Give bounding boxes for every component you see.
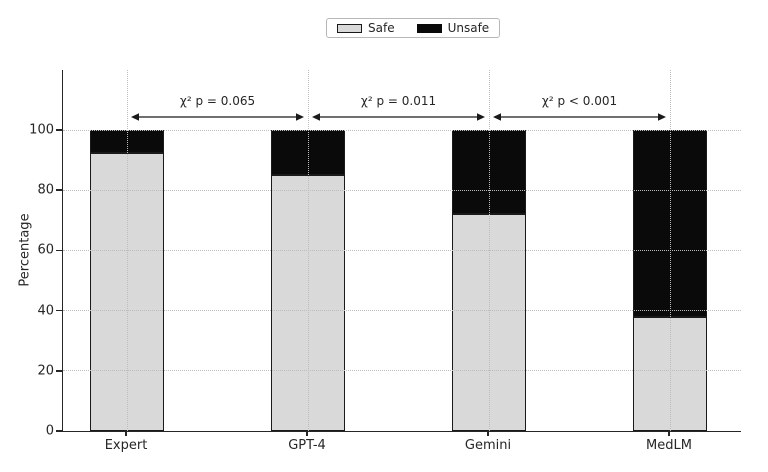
x-tick-mark: [306, 431, 308, 436]
bar-expert: [90, 130, 164, 431]
double-arrow-icon: [131, 113, 304, 121]
bar-segment-unsafe: [452, 130, 526, 215]
legend-item-unsafe: Unsafe: [416, 21, 490, 35]
x-tick-label-expert: Expert: [104, 438, 148, 453]
legend-label-safe: Safe: [368, 21, 395, 35]
bar-segment-unsafe: [271, 130, 345, 176]
y-tick-mark: [56, 309, 62, 312]
bar-segment-unsafe: [633, 130, 707, 317]
legend-item-safe: Safe: [337, 22, 395, 34]
double-arrow-icon: [312, 113, 485, 121]
legend: Safe Unsafe: [326, 18, 501, 38]
bar-medlm: [633, 130, 707, 431]
double-arrow-icon: [493, 113, 666, 121]
bar-gemini: [452, 130, 526, 431]
y-tick-label: 80: [37, 182, 54, 198]
plot-area: χ² p = 0.065 χ² p = 0.011 χ² p < 0.001: [62, 70, 741, 432]
safe-swatch-icon: [337, 23, 362, 33]
x-tick-mark: [487, 431, 489, 436]
annotation-label-1: χ² p = 0.011: [360, 94, 437, 108]
x-tick-label-gpt-4: GPT-4: [288, 438, 326, 453]
unsafe-swatch-icon: [416, 23, 442, 33]
x-tick-mark: [125, 431, 127, 436]
annotation-label-0: χ² p = 0.065: [179, 94, 256, 108]
y-tick-label: 0: [45, 423, 54, 439]
y-tick-label: 100: [29, 122, 54, 138]
bar-segment-safe: [452, 214, 526, 431]
y-tick-label: 40: [37, 303, 54, 319]
bar-gpt-4: [271, 130, 345, 431]
bar-segment-unsafe: [90, 130, 164, 153]
y-tick-mark: [56, 249, 62, 252]
x-tick-mark: [668, 431, 670, 436]
annotation-label-2: χ² p < 0.001: [541, 94, 618, 108]
x-tick-label-gemini: Gemini: [464, 438, 512, 453]
y-tick-label: 20: [37, 363, 54, 379]
y-tick-mark: [56, 370, 62, 372]
y-tick-mark: [56, 430, 62, 432]
legend-label-unsafe: Unsafe: [447, 21, 490, 35]
y-tick-mark: [56, 129, 62, 131]
y-tick-label: 60: [37, 242, 54, 258]
bar-segment-safe: [633, 316, 707, 431]
bar-segment-safe: [90, 152, 164, 431]
y-tick-mark: [56, 189, 62, 191]
bar-segment-safe: [271, 175, 345, 431]
x-tick-label-medlm: MedLM: [646, 438, 692, 453]
